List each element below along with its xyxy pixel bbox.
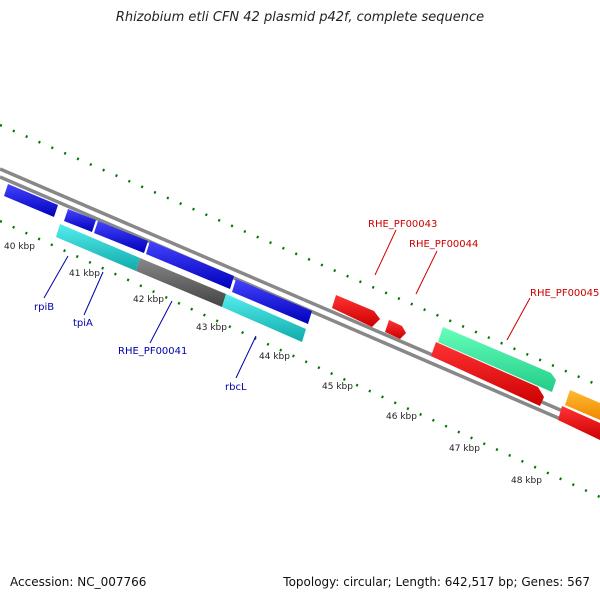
gene-blue-5 <box>232 279 312 324</box>
accession-text: Accession: NC_007766 <box>10 575 147 589</box>
gene-blue-4 <box>146 241 234 289</box>
outer-dotted-track <box>0 123 600 388</box>
tick-label: 45 kbp <box>322 382 353 392</box>
gene-label-rhe44: RHE_PF00044 <box>409 239 478 250</box>
gene-tpiA <box>56 224 140 271</box>
gene-label-rhe41: RHE_PF00041 <box>118 346 187 357</box>
gene-label-tpiA: tpiA <box>73 318 93 329</box>
tick-label: 42 kbp <box>133 295 164 305</box>
gene-label-rpiB: rpiB <box>34 302 54 313</box>
gene-rbcL <box>222 294 306 342</box>
tick-label: 41 kbp <box>69 269 100 279</box>
gene-blue-1 <box>4 184 58 217</box>
gene-orange-edge <box>565 390 600 420</box>
gene-label-rhe43: RHE_PF00043 <box>368 219 437 230</box>
map-title: Rhizobium etli CFN 42 plasmid p42f, comp… <box>115 10 485 25</box>
tick-label: 40 kbp <box>4 242 35 252</box>
gene-red-large <box>431 342 544 406</box>
blue-label-connectors <box>43 255 257 379</box>
topology-summary-text: Topology: circular; Length: 642,517 bp; … <box>283 575 590 589</box>
tick-label: 48 kbp <box>511 476 542 486</box>
gene-blue-2 <box>64 209 96 232</box>
gene-RHE_PF00044 <box>385 320 406 339</box>
gene-red-edge <box>558 406 600 440</box>
gene-label-rhe45: RHE_PF00045 <box>530 288 599 299</box>
tick-label: 44 kbp <box>259 352 290 362</box>
gene-label-rbcL: rbcL <box>225 382 247 393</box>
tick-label: 47 kbp <box>449 444 480 454</box>
red-label-connectors <box>374 229 531 341</box>
gene-RHE_PF00043 <box>332 295 380 327</box>
tick-label: 46 kbp <box>386 412 417 422</box>
gene-RHE_PF00041 <box>136 258 226 307</box>
tick-label: 43 kbp <box>196 323 227 333</box>
gene-blue-3 <box>94 221 148 253</box>
gene-RHE_PF00045 <box>438 327 556 392</box>
